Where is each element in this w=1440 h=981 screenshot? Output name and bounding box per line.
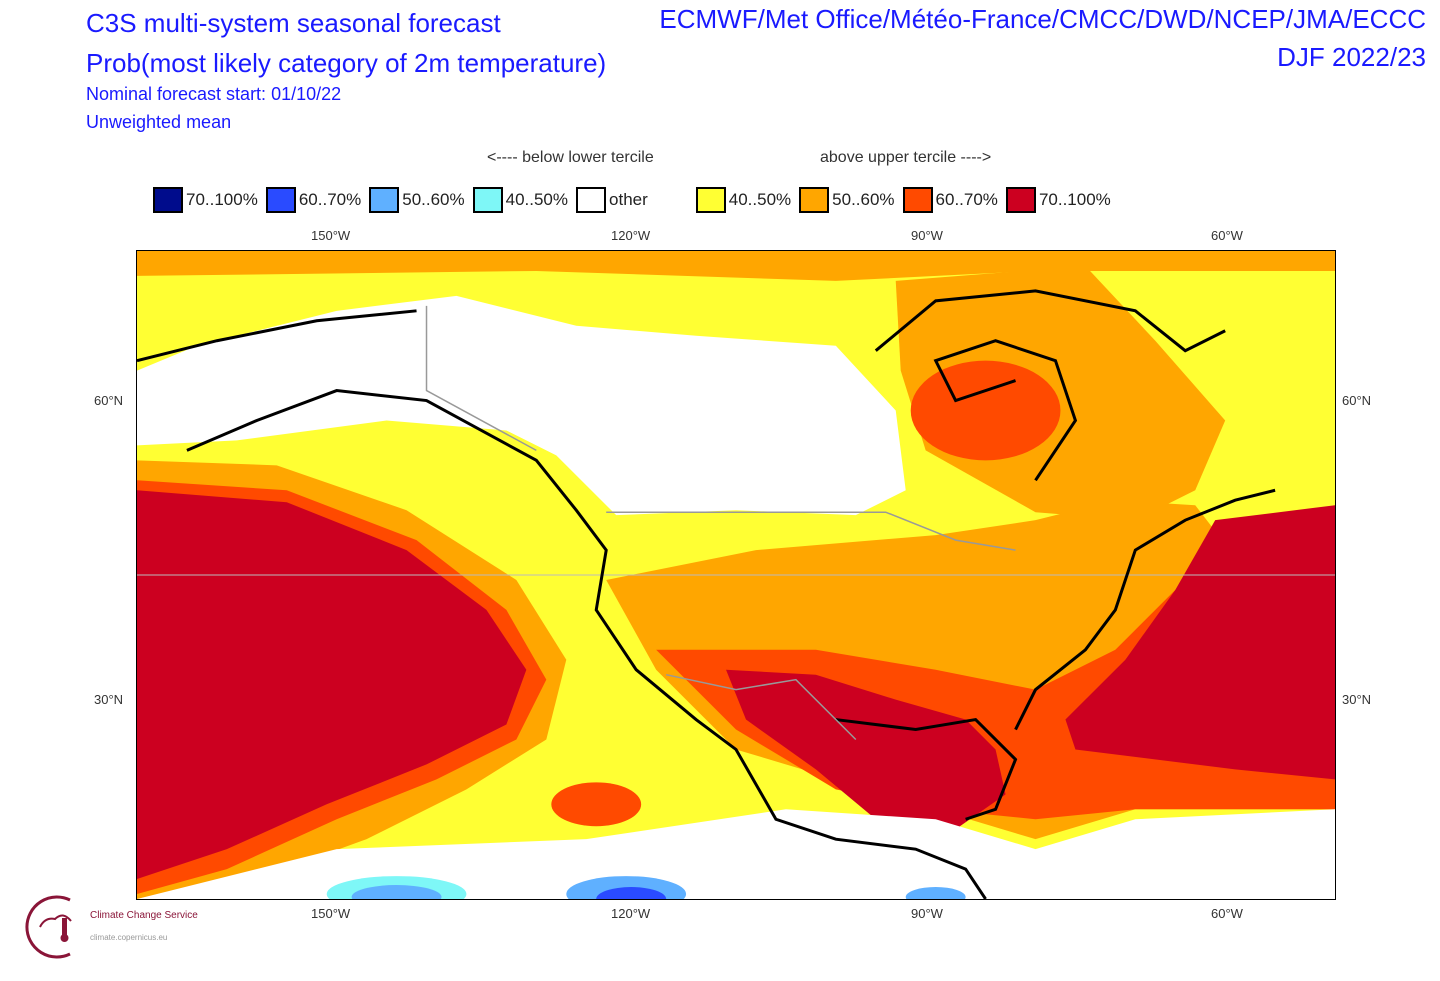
lat-tick-label: 30°N: [94, 692, 124, 707]
border: [425, 305, 1016, 741]
red-mexico-gulf: [726, 669, 1006, 830]
legend-item: 50..60%: [369, 187, 465, 213]
lat-tick-label: 60°N: [94, 393, 124, 408]
logo-name: Climate Change Service: [90, 910, 198, 921]
legend-above-label: above upper tercile ---->: [820, 149, 992, 166]
lat-tick-label: 60°N: [1342, 393, 1372, 408]
legend-below-label: <---- below lower tercile: [487, 149, 654, 166]
legend-item: 60..70%: [902, 187, 998, 213]
legend-label: 60..70%: [935, 190, 998, 209]
lat-tick-label: 30°N: [1342, 692, 1372, 707]
orange-north-band: [137, 251, 1335, 281]
legend-swatch: [799, 187, 830, 213]
logo-url: climate.copernicus.eu: [90, 933, 168, 942]
legend-item: 70..100%: [1005, 187, 1111, 213]
mean-type: Unweighted mean: [86, 112, 232, 132]
legend-swatch: [1005, 187, 1036, 213]
copernicus-logo: Climate Change Service climate.copernicus…: [20, 892, 198, 962]
red-pacific: [137, 490, 527, 880]
legend-swatch: [153, 187, 183, 213]
legend-label: 40..50%: [505, 190, 569, 209]
lon-tick-label: 150°W: [311, 906, 351, 921]
white-region-north: [137, 295, 906, 516]
legend-label: 40..50%: [728, 190, 792, 209]
legend: 70..100% 60..70% 50..60% 40..50% other 40..50…: [153, 187, 1111, 213]
lon-tick-label: 120°W: [611, 228, 651, 243]
legend-label: 50..60%: [832, 190, 895, 209]
lon-tick-label: 60°W: [1211, 228, 1243, 243]
legend-swatch: [902, 187, 933, 213]
red-orange-hudson: [910, 360, 1061, 461]
lightblue-blob: [351, 885, 442, 899]
legend-item: 70..100%: [153, 187, 258, 213]
legend-label: 70..100%: [186, 190, 258, 209]
legend-item: 50..60%: [799, 187, 895, 213]
white-south-band: [137, 809, 1335, 899]
legend-item: 60..70%: [265, 187, 362, 213]
legend-swatch: [472, 187, 503, 213]
legend-swatch: [369, 187, 400, 213]
title-line-2: Prob(most likely category of 2m temperat…: [86, 48, 607, 78]
legend-swatch: [265, 187, 296, 213]
legend-swatch: [695, 187, 726, 213]
title-line-1: C3S multi-system seasonal forecast: [86, 8, 501, 38]
lon-tick-label: 90°W: [911, 228, 943, 243]
forecast-map: [136, 250, 1336, 900]
thermometer-cloud-icon: [25, 895, 72, 959]
lon-tick-label: 90°W: [911, 906, 943, 921]
blue-blob: [596, 887, 667, 899]
legend-item: 40..50%: [472, 187, 569, 213]
lon-tick-label: 120°W: [611, 906, 651, 921]
forecast-start: Nominal forecast start: 01/10/22: [86, 84, 342, 104]
lon-tick-label: 60°W: [1211, 906, 1243, 921]
legend-label: other: [609, 190, 648, 209]
legend-label: 50..60%: [402, 190, 465, 209]
legend-swatch: [576, 187, 607, 213]
legend-label: 60..70%: [298, 190, 362, 209]
lightblue-blob: [905, 887, 966, 899]
lon-tick-label: 150°W: [311, 228, 351, 243]
red-atlantic: [1065, 505, 1335, 780]
redorange-blob: [551, 782, 642, 827]
coastline: [137, 289, 1276, 899]
season: DJF 2022/23: [1277, 42, 1426, 72]
legend-item: 40..50%: [695, 187, 792, 213]
legend-item: other: [576, 187, 648, 213]
centres: ECMWF/Met Office/Météo-France/CMCC/DWD/N…: [659, 4, 1426, 34]
legend-label: 70..100%: [1038, 190, 1111, 209]
